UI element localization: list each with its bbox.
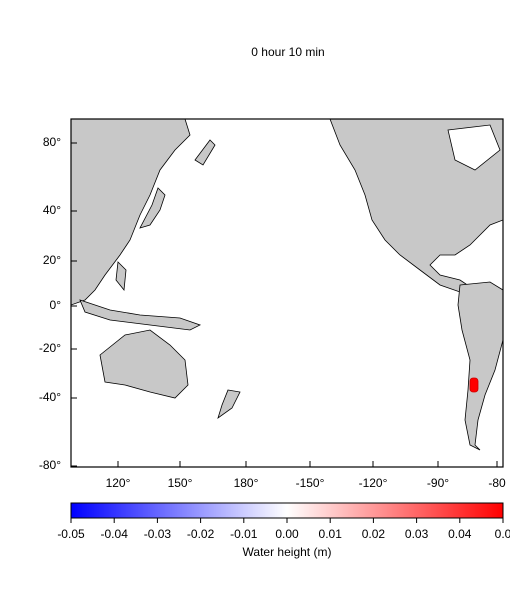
lon-label: -150° (296, 476, 325, 490)
greenland (447, 124, 501, 171)
colorbar-tick-label: 0.03 (405, 527, 429, 541)
colorbar-tick-label: 0.00 (275, 527, 299, 541)
lon-label: -120° (359, 476, 388, 490)
lat-label: 40° (43, 203, 61, 217)
colorbar-tick-label: -0.05 (57, 527, 85, 541)
colorbar-tick-label: -0.04 (101, 527, 129, 541)
new-zealand (217, 389, 241, 420)
japan (139, 187, 166, 229)
colorbar-tick-label: -0.03 (144, 527, 172, 541)
lon-label: 150° (168, 476, 193, 490)
lon-label: 120° (106, 476, 131, 490)
indonesia (79, 299, 202, 331)
lon-label: -80 (488, 476, 506, 490)
colorbar-tick-label: -0.01 (230, 527, 258, 541)
colorbar-label: Water height (m) (243, 545, 332, 559)
lon-label: 180° (234, 476, 259, 490)
lat-label: -20° (39, 341, 61, 355)
asia (71, 119, 191, 306)
lon-label: -90° (427, 476, 449, 490)
kamchatka (194, 139, 216, 166)
lat-label: 0° (50, 298, 62, 312)
lat-label: -40° (39, 390, 61, 404)
lat-label: 20° (43, 253, 61, 267)
colorbar-tick-label: 0.0 (495, 527, 510, 541)
lat-label: 80° (43, 135, 61, 149)
map (71, 119, 503, 451)
map-frame (70, 118, 504, 468)
title: 0 hour 10 min (251, 45, 324, 59)
colorbar (70, 502, 504, 519)
source-patch (469, 377, 479, 393)
philippines (115, 261, 127, 292)
australia (99, 329, 189, 399)
colorbar-tick-label: 0.04 (448, 527, 472, 541)
colorbar-tick-label: -0.02 (187, 527, 215, 541)
lat-label: -80° (39, 458, 61, 472)
colorbar-tick-label: 0.02 (362, 527, 386, 541)
south-america (457, 281, 503, 451)
colorbar-tick-label: 0.01 (319, 527, 343, 541)
